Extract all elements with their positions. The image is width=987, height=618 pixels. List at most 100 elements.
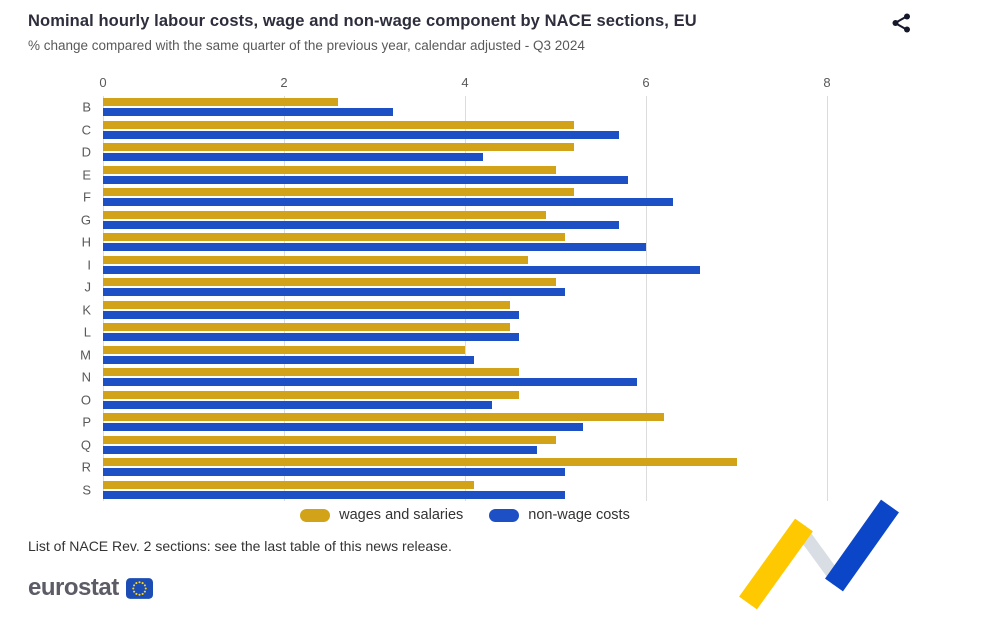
bar-B-wages [103, 98, 339, 107]
x-axis-tick-0: 0 [99, 75, 107, 90]
bar-G-wages [103, 210, 547, 219]
category-label-J: J [84, 279, 92, 295]
bar-J-nonwage [103, 288, 565, 297]
legend-label-wages: wages and salaries [339, 507, 464, 523]
bar-Q-wages [103, 435, 556, 444]
category-label-G: G [80, 212, 91, 228]
bar-L-nonwage [103, 333, 520, 342]
category-label-B: B [82, 99, 91, 115]
page-title: Nominal hourly labour costs, wage and no… [28, 12, 697, 30]
chart-row-D: D [82, 141, 827, 164]
category-label-F: F [83, 189, 91, 205]
x-axis: 0 2 4 6 8 [99, 75, 831, 96]
bar-N-nonwage [103, 378, 637, 387]
chart-row-C: C [82, 119, 827, 142]
bar-I-nonwage [103, 265, 701, 274]
gridline-4 [465, 96, 466, 501]
category-label-R: R [81, 459, 91, 475]
chart-row-E: E [82, 164, 827, 187]
category-label-K: K [82, 302, 91, 318]
gridline-6 [646, 96, 647, 501]
x-axis-tick-4: 4 [461, 75, 469, 90]
x-axis-tick-8: 8 [823, 75, 831, 90]
category-label-I: I [87, 257, 91, 273]
legend-item-nonwage[interactable]: non-wage costs [489, 507, 630, 523]
footnote: List of NACE Rev. 2 sections: see the la… [28, 538, 452, 554]
bar-L-wages [103, 323, 511, 332]
chart-row-M: M [80, 344, 827, 367]
bar-E-nonwage [103, 175, 628, 184]
eurostat-logo-text: eurostat [28, 574, 119, 601]
category-label-N: N [81, 369, 91, 385]
category-label-L: L [83, 324, 91, 340]
bar-J-wages [103, 278, 556, 287]
chart-row-J: J [85, 276, 827, 299]
category-label-M: M [80, 347, 91, 363]
bar-O-nonwage [103, 400, 493, 409]
chart-subtitle: % change compared with the same quarter … [28, 38, 585, 53]
legend-swatch-nonwage [489, 508, 520, 522]
chart-row-H: H [82, 231, 827, 254]
bar-E-wages [103, 165, 556, 174]
bar-S-nonwage [103, 490, 565, 499]
eu-flag-icon [125, 577, 153, 599]
chart-row-F: F [83, 186, 827, 209]
share-nodes-icon [892, 13, 910, 33]
chart-row-N: N [82, 366, 827, 389]
chart-row-Q: Q [81, 434, 827, 457]
chart-row-P: P [82, 411, 827, 434]
bar-S-wages [103, 480, 475, 489]
bar-R-nonwage [103, 468, 565, 477]
category-label-P: P [82, 414, 91, 430]
legend-item-wages[interactable]: wages and salaries [300, 507, 463, 523]
chart-row-G: G [81, 209, 827, 232]
chart-row-S: S [82, 479, 827, 502]
chart-header: Nominal hourly labour costs, wage and no… [0, 0, 987, 31]
bar-I-wages [103, 255, 529, 264]
category-label-E: E [82, 167, 91, 183]
category-label-S: S [82, 482, 91, 498]
bar-F-nonwage [103, 198, 674, 207]
bar-Q-nonwage [103, 445, 538, 454]
bar-B-nonwage [103, 108, 393, 117]
chart-legend: wages and salaries non-wage costs [103, 507, 827, 523]
bar-D-wages [103, 143, 574, 152]
bar-H-wages [103, 233, 565, 242]
bar-C-wages [103, 120, 574, 129]
bar-G-nonwage [103, 220, 619, 229]
legend-label-nonwage: non-wage costs [528, 507, 630, 523]
category-label-H: H [81, 234, 91, 250]
gridline-0 [103, 96, 104, 501]
bar-N-wages [103, 368, 520, 377]
bar-K-nonwage [103, 310, 520, 319]
bar-K-wages [103, 300, 511, 309]
chart-row-L: L [84, 321, 827, 344]
bar-H-nonwage [103, 243, 646, 252]
chart-row-R: R [82, 456, 827, 479]
bar-M-nonwage [103, 355, 475, 364]
bar-D-nonwage [103, 153, 484, 162]
chart-row-I: I [87, 254, 827, 277]
category-label-C: C [81, 122, 91, 138]
gridline-2 [284, 96, 285, 501]
bar-P-nonwage [103, 423, 583, 432]
bar-P-wages [103, 413, 665, 422]
x-axis-tick-2: 2 [280, 75, 288, 90]
eurostat-logo: eurostat [28, 574, 153, 602]
category-label-O: O [80, 392, 91, 408]
category-label-D: D [81, 144, 91, 160]
bar-O-wages [103, 390, 520, 399]
x-axis-tick-6: 6 [642, 75, 650, 90]
bar-M-wages [103, 345, 465, 354]
category-label-Q: Q [80, 437, 91, 453]
chart-row-B: B [82, 96, 827, 119]
chart-row-O: O [81, 389, 827, 412]
chart-row-K: K [82, 299, 827, 322]
zigzag-decoration-icon [739, 499, 899, 610]
bar-R-wages [103, 458, 737, 467]
gridline-8 [827, 96, 828, 501]
share-button[interactable] [889, 10, 915, 36]
